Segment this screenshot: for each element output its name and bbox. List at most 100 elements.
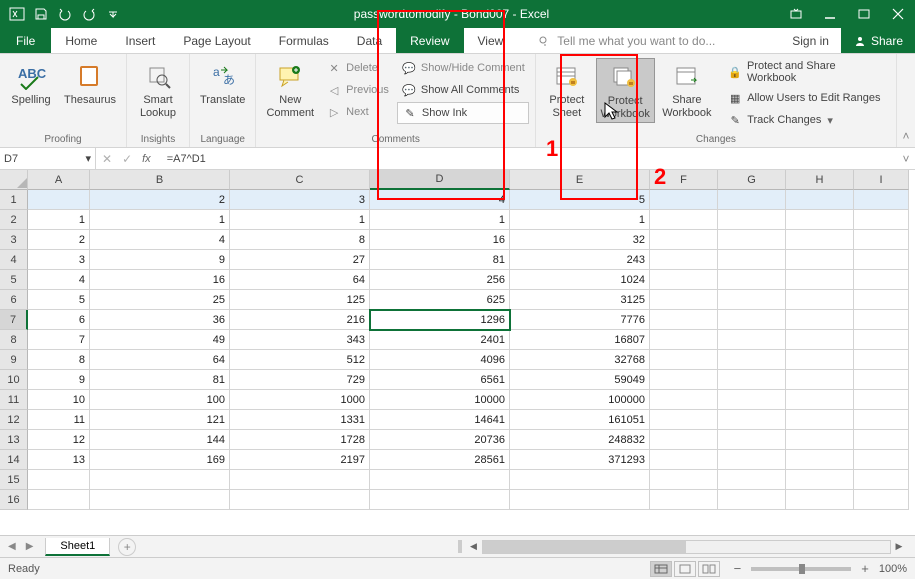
name-box[interactable]: D7 ▾ xyxy=(0,148,96,169)
cell-A4[interactable]: 3 xyxy=(28,250,90,270)
cell-F7[interactable] xyxy=(650,310,718,330)
cell-A16[interactable] xyxy=(28,490,90,510)
cell-A14[interactable]: 13 xyxy=(28,450,90,470)
cell-I3[interactable] xyxy=(854,230,909,250)
row-header-14[interactable]: 14 xyxy=(0,450,28,470)
column-header-F[interactable]: F xyxy=(650,170,718,190)
cell-G14[interactable] xyxy=(718,450,786,470)
select-all-corner[interactable] xyxy=(0,170,28,190)
cell-I14[interactable] xyxy=(854,450,909,470)
cell-C12[interactable]: 1331 xyxy=(230,410,370,430)
cell-D6[interactable]: 625 xyxy=(370,290,510,310)
cell-A6[interactable]: 5 xyxy=(28,290,90,310)
cell-B15[interactable] xyxy=(90,470,230,490)
cell-C10[interactable]: 729 xyxy=(230,370,370,390)
row-header-2[interactable]: 2 xyxy=(0,210,28,230)
cell-B4[interactable]: 9 xyxy=(90,250,230,270)
cell-D1[interactable]: 4 xyxy=(370,190,510,210)
cell-B14[interactable]: 169 xyxy=(90,450,230,470)
cell-I11[interactable] xyxy=(854,390,909,410)
cell-E15[interactable] xyxy=(510,470,650,490)
cell-B8[interactable]: 49 xyxy=(90,330,230,350)
cell-A2[interactable]: 1 xyxy=(28,210,90,230)
redo-button[interactable] xyxy=(78,3,100,25)
column-header-A[interactable]: A xyxy=(28,170,90,190)
cell-B9[interactable]: 64 xyxy=(90,350,230,370)
scroll-left-button[interactable]: ◀ xyxy=(466,539,482,555)
row-header-3[interactable]: 3 xyxy=(0,230,28,250)
tab-split-handle[interactable] xyxy=(458,540,462,553)
cell-A7[interactable]: 6 xyxy=(28,310,90,330)
cell-H16[interactable] xyxy=(786,490,854,510)
cell-G15[interactable] xyxy=(718,470,786,490)
cell-A15[interactable] xyxy=(28,470,90,490)
cell-H10[interactable] xyxy=(786,370,854,390)
cell-E8[interactable]: 16807 xyxy=(510,330,650,350)
minimize-button[interactable] xyxy=(813,0,847,28)
column-header-I[interactable]: I xyxy=(854,170,909,190)
cell-E13[interactable]: 248832 xyxy=(510,430,650,450)
cell-B12[interactable]: 121 xyxy=(90,410,230,430)
zoom-slider[interactable] xyxy=(751,567,851,571)
page-layout-view-button[interactable] xyxy=(674,561,696,577)
cell-A9[interactable]: 8 xyxy=(28,350,90,370)
cell-I9[interactable] xyxy=(854,350,909,370)
cell-A1[interactable] xyxy=(28,190,90,210)
cell-D9[interactable]: 4096 xyxy=(370,350,510,370)
cell-C4[interactable]: 27 xyxy=(230,250,370,270)
ribbon-tab-page-layout[interactable]: Page Layout xyxy=(169,28,264,53)
qat-customize-button[interactable] xyxy=(102,3,124,25)
cell-E4[interactable]: 243 xyxy=(510,250,650,270)
cell-E14[interactable]: 371293 xyxy=(510,450,650,470)
cell-G7[interactable] xyxy=(718,310,786,330)
zoom-slider-thumb[interactable] xyxy=(799,564,805,574)
cell-B13[interactable]: 144 xyxy=(90,430,230,450)
cell-E10[interactable]: 59049 xyxy=(510,370,650,390)
protect-workbook-button[interactable]: Protect Workbook xyxy=(596,58,655,123)
cell-H7[interactable] xyxy=(786,310,854,330)
cell-B6[interactable]: 25 xyxy=(90,290,230,310)
cell-A11[interactable]: 10 xyxy=(28,390,90,410)
cell-B11[interactable]: 100 xyxy=(90,390,230,410)
cell-C3[interactable]: 8 xyxy=(230,230,370,250)
row-header-13[interactable]: 13 xyxy=(0,430,28,450)
horizontal-scrollbar[interactable]: ◀ ▶ xyxy=(466,538,908,555)
cell-G11[interactable] xyxy=(718,390,786,410)
row-header-1[interactable]: 1 xyxy=(0,190,28,210)
cell-C16[interactable] xyxy=(230,490,370,510)
row-header-7[interactable]: 7 xyxy=(0,310,28,330)
cell-C13[interactable]: 1728 xyxy=(230,430,370,450)
cell-C6[interactable]: 125 xyxy=(230,290,370,310)
column-header-H[interactable]: H xyxy=(786,170,854,190)
save-button[interactable] xyxy=(30,3,52,25)
cell-H1[interactable] xyxy=(786,190,854,210)
collapse-ribbon-button[interactable]: ˄ xyxy=(897,54,915,147)
undo-button[interactable] xyxy=(54,3,76,25)
column-header-C[interactable]: C xyxy=(230,170,370,190)
file-tab[interactable]: File xyxy=(0,28,51,53)
cell-F2[interactable] xyxy=(650,210,718,230)
cell-B16[interactable] xyxy=(90,490,230,510)
tab-scroll-right[interactable]: ▶ xyxy=(26,541,34,552)
cell-F16[interactable] xyxy=(650,490,718,510)
row-header-4[interactable]: 4 xyxy=(0,250,28,270)
cell-E6[interactable]: 3125 xyxy=(510,290,650,310)
cell-B1[interactable]: 2 xyxy=(90,190,230,210)
cell-C2[interactable]: 1 xyxy=(230,210,370,230)
cell-F14[interactable] xyxy=(650,450,718,470)
name-box-dropdown[interactable]: ▾ xyxy=(85,152,91,165)
show-ink-button[interactable]: ✎Show Ink xyxy=(397,102,529,124)
cell-D11[interactable]: 10000 xyxy=(370,390,510,410)
cell-H9[interactable] xyxy=(786,350,854,370)
ribbon-tab-data[interactable]: Data xyxy=(343,28,396,53)
track-changes-button[interactable]: ✎Track Changes▾ xyxy=(723,110,890,130)
cell-D3[interactable]: 16 xyxy=(370,230,510,250)
new-comment-button[interactable]: New Comment xyxy=(262,58,318,121)
page-break-view-button[interactable] xyxy=(698,561,720,577)
cell-I10[interactable] xyxy=(854,370,909,390)
cell-G5[interactable] xyxy=(718,270,786,290)
cell-C7[interactable]: 216 xyxy=(230,310,370,330)
cell-I7[interactable] xyxy=(854,310,909,330)
row-header-12[interactable]: 12 xyxy=(0,410,28,430)
allow-users-edit-button[interactable]: ▦Allow Users to Edit Ranges xyxy=(723,88,890,108)
